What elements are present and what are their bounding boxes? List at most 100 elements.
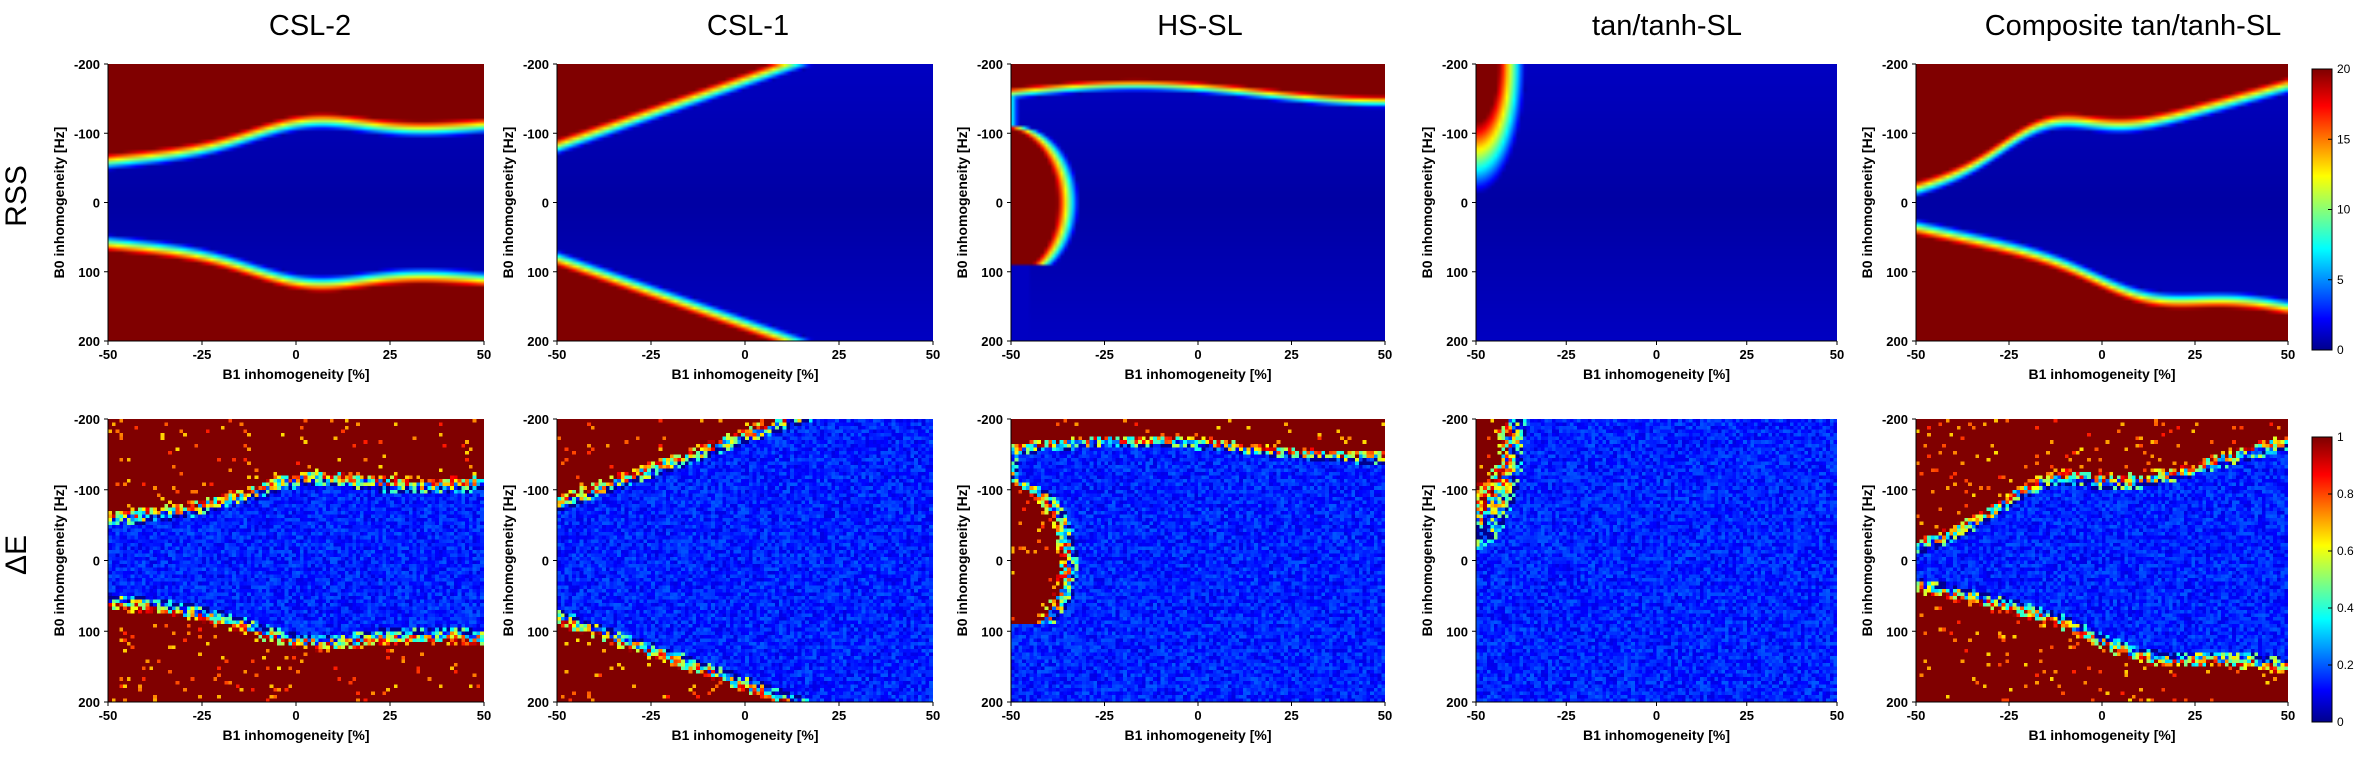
y-tick-label: 100 <box>1446 265 1468 280</box>
x-tick-label: 25 <box>1284 347 1298 362</box>
x-tick-label: 50 <box>926 708 940 723</box>
colorbar: 0 0.2 0.4 0.6 0.8 1 <box>2311 430 2354 729</box>
heatmap-image <box>108 419 484 702</box>
x-axis-label: B1 inhomogeneity [%] <box>1583 366 1730 382</box>
y-tick-label: 0 <box>996 554 1003 569</box>
y-tick-label: 0 <box>1461 196 1468 211</box>
x-axis-label: B1 inhomogeneity [%] <box>671 727 818 743</box>
y-tick-label: 100 <box>981 624 1003 639</box>
y-tick-label: 100 <box>1446 624 1468 639</box>
x-tick-label: -50 <box>1907 708 1926 723</box>
heatmap-image <box>1476 419 1837 702</box>
x-tick-label: -25 <box>642 708 661 723</box>
x-tick-label: 25 <box>1740 708 1754 723</box>
y-tick-label: -200 <box>74 57 100 72</box>
y-tick-label: 200 <box>1886 695 1908 710</box>
x-tick-label: 50 <box>477 708 491 723</box>
x-tick-label: 50 <box>1378 347 1392 362</box>
colorbar-gradient <box>2312 437 2332 722</box>
y-tick-label: -100 <box>74 483 100 498</box>
y-tick-label: -200 <box>977 57 1003 72</box>
heatmap-image <box>1011 64 1385 341</box>
y-tick-label: -100 <box>1882 483 1908 498</box>
column-title: CSL-1 <box>707 10 789 42</box>
heatmap-image <box>1916 64 2288 341</box>
x-tick-label: 0 <box>741 347 748 362</box>
y-axis-label: B0 inhomogeneity [Hz] <box>500 485 516 637</box>
x-tick-label: 0 <box>1194 347 1201 362</box>
x-tick-label: 50 <box>477 347 491 362</box>
row-labels: RSS ΔE <box>0 165 33 575</box>
y-tick-label: 0 <box>93 196 100 211</box>
x-tick-label: -25 <box>193 347 212 362</box>
y-tick-label: 100 <box>78 265 100 280</box>
x-tick-label: 0 <box>292 708 299 723</box>
colorbar-tick-label: 5 <box>2337 273 2344 287</box>
x-axis-label: B1 inhomogeneity [%] <box>671 366 818 382</box>
y-tick-label: 0 <box>542 554 549 569</box>
heatmap-panel: -50 -25 0 25 50 -200 -100 0 100 200 B1 inhomogenei… <box>954 57 1392 382</box>
y-tick-label: 0 <box>1901 196 1908 211</box>
x-axis-label: B1 inhomogeneity [%] <box>2028 727 2175 743</box>
heatmap-image <box>557 64 933 341</box>
y-tick-label: 100 <box>527 624 549 639</box>
x-axis-label: B1 inhomogeneity [%] <box>222 366 369 382</box>
heatmap-panel: -50 -25 0 25 50 -200 -100 0 100 200 B1 inhomogenei… <box>500 57 940 382</box>
heatmap-image <box>1476 64 1837 341</box>
x-tick-label: -25 <box>1095 347 1114 362</box>
colorbar-tick-label: 15 <box>2337 132 2351 146</box>
heatmap-panel: -50 -25 0 25 50 -200 -100 0 100 200 B1 inhomogenei… <box>1419 57 1844 382</box>
y-tick-label: 100 <box>1886 265 1908 280</box>
y-tick-label: 200 <box>1446 695 1468 710</box>
y-tick-label: -200 <box>1882 57 1908 72</box>
y-tick-label: -100 <box>1442 483 1468 498</box>
x-tick-label: -25 <box>193 708 212 723</box>
y-tick-label: -100 <box>1882 126 1908 141</box>
heatmap-panel: -50 -25 0 25 50 -200 -100 0 100 200 B1 inhomogenei… <box>1859 57 2295 382</box>
x-tick-label: 0 <box>1194 708 1201 723</box>
row-label: ΔE <box>0 535 33 575</box>
x-tick-label: -50 <box>1467 347 1486 362</box>
column-title: HS-SL <box>1157 10 1242 42</box>
x-tick-label: 25 <box>1284 708 1298 723</box>
colorbar-tick-label: 0 <box>2337 715 2344 729</box>
y-tick-label: 0 <box>996 196 1003 211</box>
y-axis-label: B0 inhomogeneity [Hz] <box>1859 127 1875 279</box>
column-titles: CSL-2 CSL-1 HS-SL tan/tanh-SL Composite … <box>269 10 2281 42</box>
y-tick-label: -200 <box>523 412 549 427</box>
y-tick-label: 0 <box>1461 554 1468 569</box>
colorbar-tick-label: 1 <box>2337 430 2344 444</box>
heatmap-panel: -50 -25 0 25 50 -200 -100 0 100 200 B1 inhomogenei… <box>954 412 1392 743</box>
heatmap-image <box>557 419 933 702</box>
y-tick-label: -200 <box>74 412 100 427</box>
x-axis-label: B1 inhomogeneity [%] <box>222 727 369 743</box>
x-tick-label: 0 <box>2098 708 2105 723</box>
x-tick-label: 50 <box>2281 708 2295 723</box>
x-tick-label: -50 <box>99 708 118 723</box>
colorbar-frame <box>2311 436 2333 723</box>
x-tick-label: -25 <box>2000 347 2019 362</box>
y-tick-label: 200 <box>527 695 549 710</box>
y-tick-label: -200 <box>523 57 549 72</box>
x-tick-label: -50 <box>548 347 567 362</box>
x-tick-label: 0 <box>2098 347 2105 362</box>
x-tick-label: -50 <box>1907 347 1926 362</box>
y-tick-label: 100 <box>1886 624 1908 639</box>
y-tick-label: 200 <box>981 334 1003 349</box>
x-axis-label: B1 inhomogeneity [%] <box>1583 727 1730 743</box>
y-axis-label: B0 inhomogeneity [Hz] <box>51 127 67 279</box>
x-axis-label: B1 inhomogeneity [%] <box>1124 727 1271 743</box>
colorbar: 0 5 10 15 20 <box>2311 62 2351 357</box>
y-tick-label: -100 <box>977 483 1003 498</box>
y-tick-label: -200 <box>1882 412 1908 427</box>
heatmap-panel: -50 -25 0 25 50 -200 -100 0 100 200 B1 inhomogenei… <box>51 412 491 743</box>
heatmap-image <box>108 64 484 341</box>
column-title: CSL-2 <box>269 10 351 42</box>
y-tick-label: -200 <box>1442 412 1468 427</box>
y-axis-label: B0 inhomogeneity [Hz] <box>1859 485 1875 637</box>
x-tick-label: -50 <box>99 347 118 362</box>
x-tick-label: -25 <box>1095 708 1114 723</box>
y-tick-label: -200 <box>1442 57 1468 72</box>
y-tick-label: 200 <box>1446 334 1468 349</box>
